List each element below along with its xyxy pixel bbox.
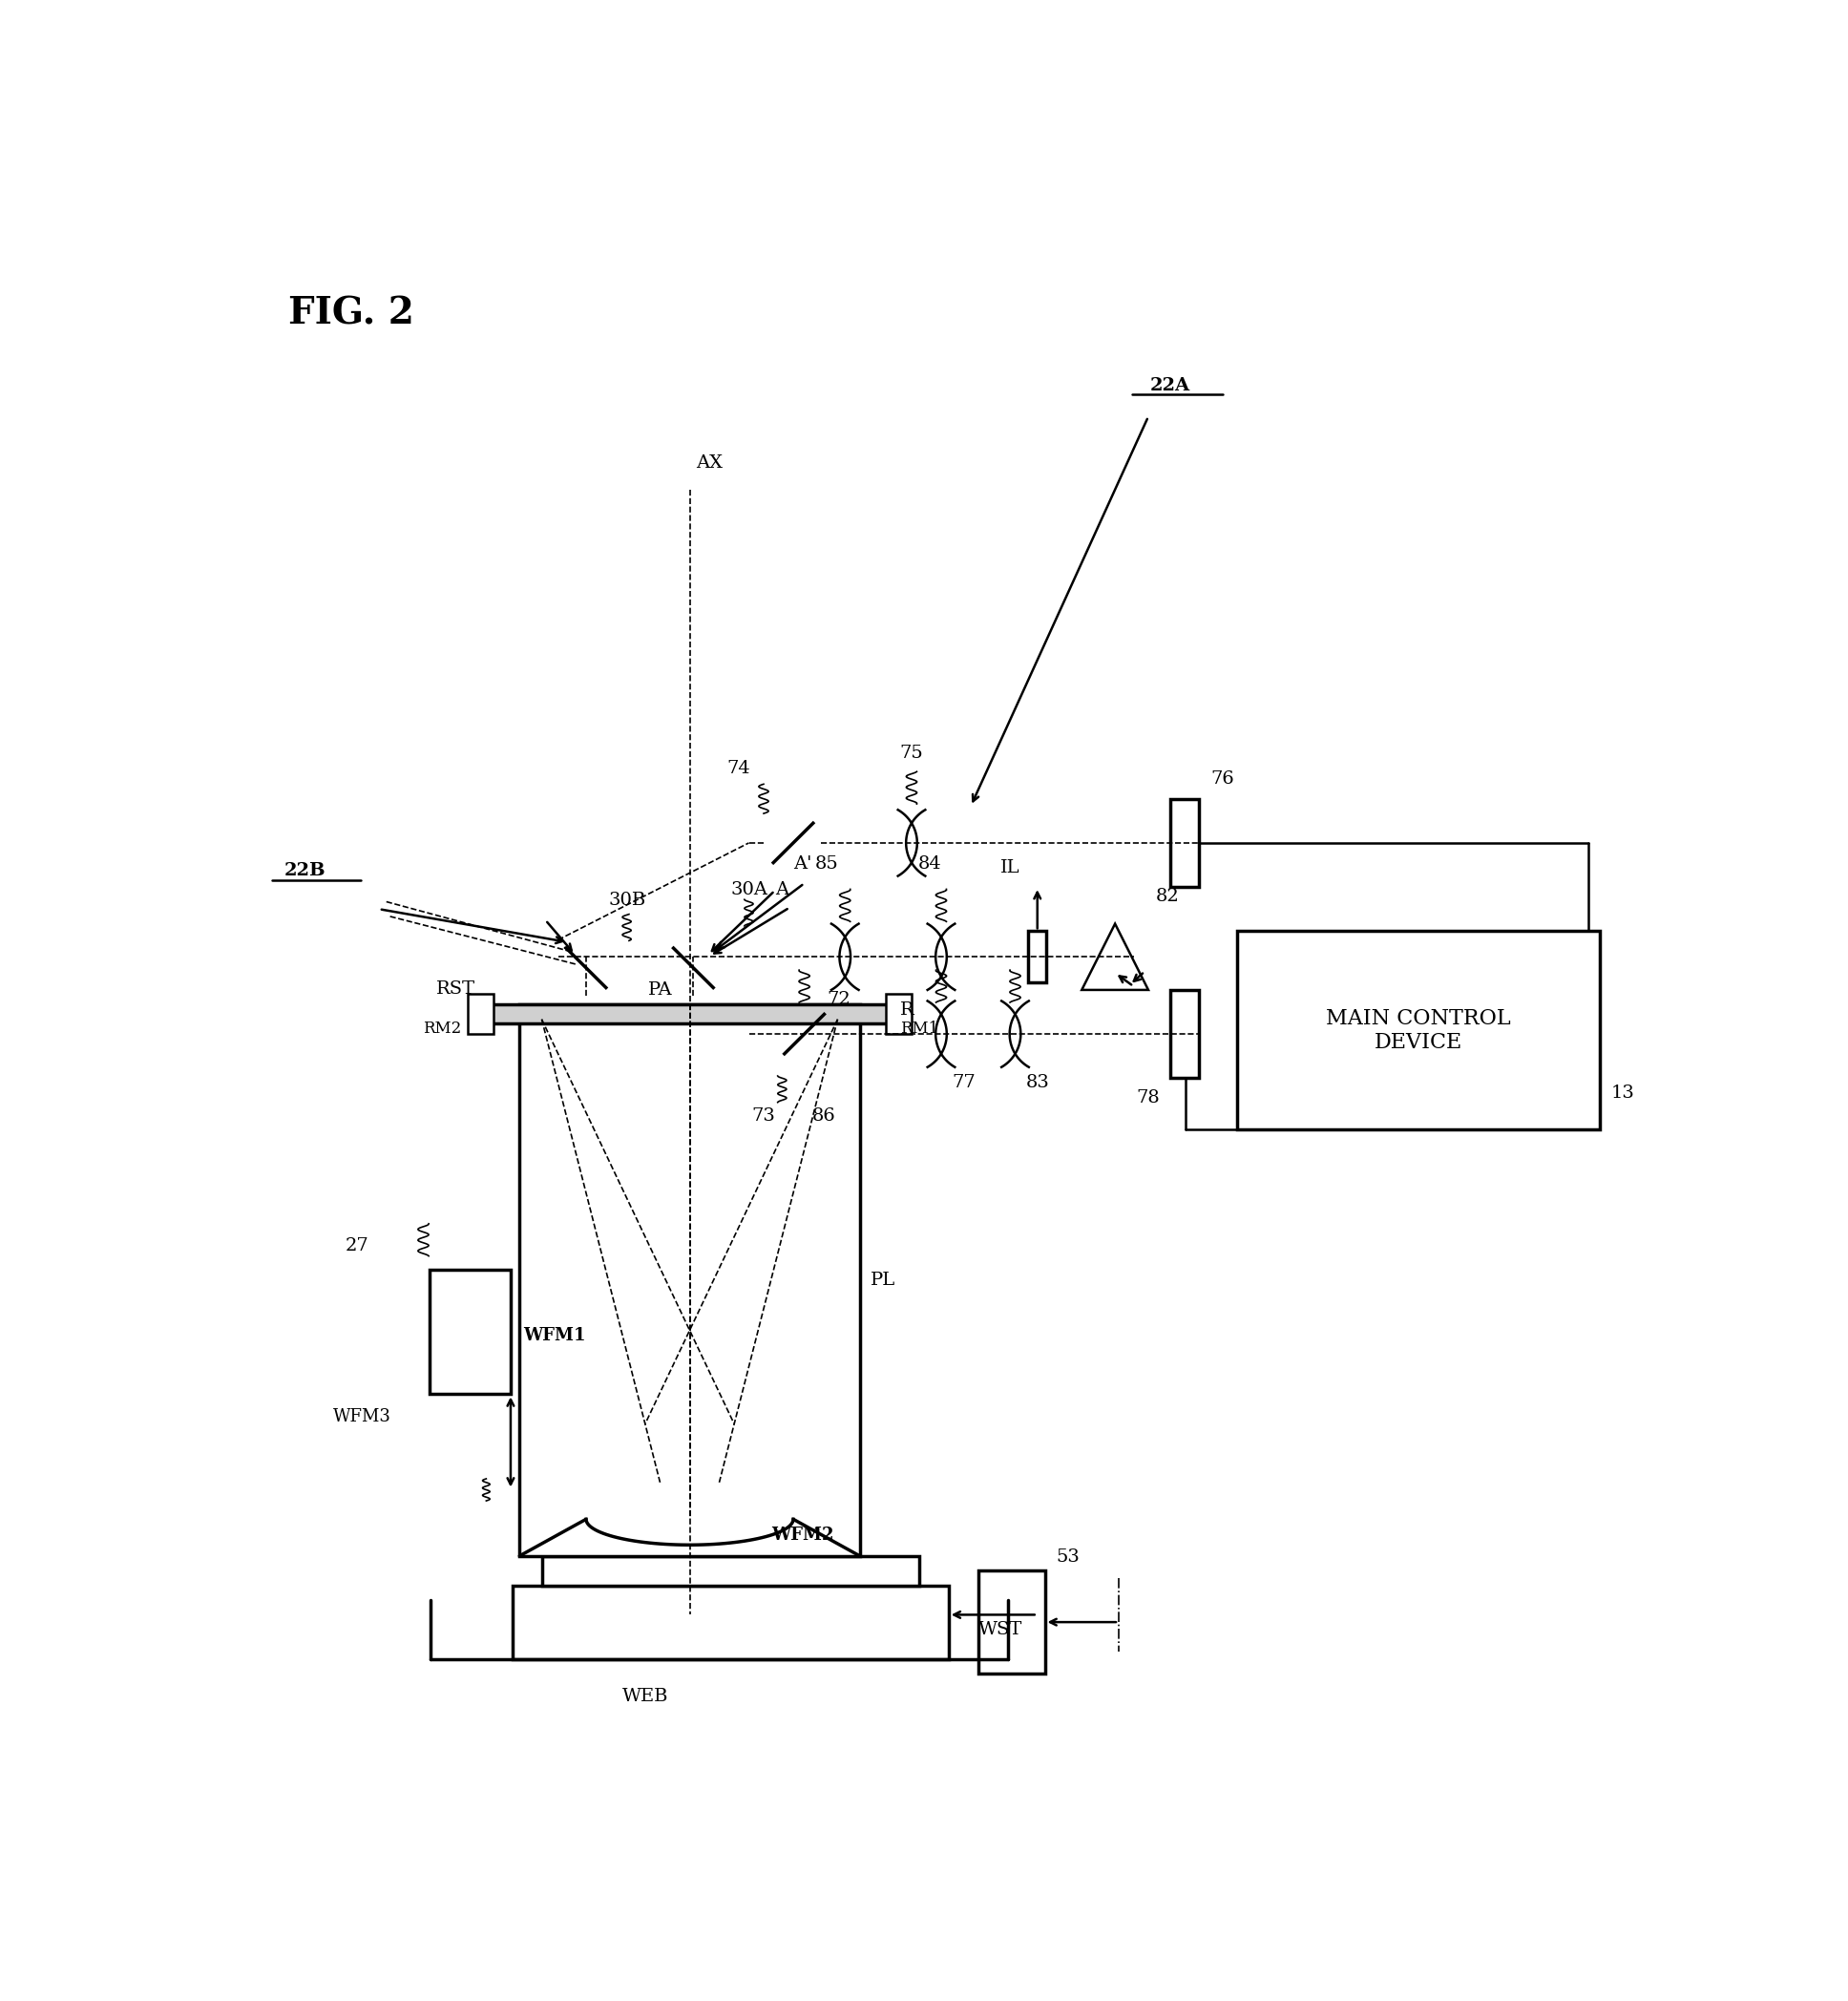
Text: 53: 53 — [1055, 1549, 1079, 1567]
Bar — [429, 1269, 510, 1395]
Text: RST: RST — [436, 980, 475, 996]
Text: 22B: 22B — [285, 862, 325, 880]
Text: WFM2: WFM2 — [771, 1527, 833, 1543]
Text: WEB: WEB — [623, 1689, 669, 1705]
Text: PA: PA — [649, 982, 673, 998]
Text: RM1: RM1 — [900, 1021, 939, 1037]
Text: 27: 27 — [346, 1237, 370, 1255]
Text: 86: 86 — [811, 1107, 835, 1125]
Bar — [519, 1005, 859, 1557]
Text: 22A: 22A — [1151, 378, 1190, 394]
Bar — [1029, 930, 1046, 982]
Text: IL: IL — [1000, 858, 1020, 876]
Text: FIG. 2: FIG. 2 — [288, 296, 414, 332]
Bar — [1170, 990, 1199, 1079]
Text: 77: 77 — [952, 1075, 976, 1093]
Text: 82: 82 — [1155, 888, 1179, 904]
Text: WST: WST — [978, 1621, 1022, 1639]
Polygon shape — [1081, 924, 1148, 990]
Text: WFM3: WFM3 — [333, 1407, 392, 1425]
Bar — [885, 994, 911, 1035]
Text: R: R — [900, 1003, 915, 1019]
Text: PL: PL — [870, 1273, 896, 1289]
Text: MAIN CONTROL
DEVICE: MAIN CONTROL DEVICE — [1325, 1009, 1512, 1053]
Bar — [978, 1571, 1044, 1673]
Text: WFM1: WFM1 — [523, 1327, 586, 1345]
Bar — [486, 1005, 893, 1023]
Bar — [541, 1557, 918, 1585]
Text: 30B: 30B — [608, 892, 645, 908]
Text: 84: 84 — [918, 854, 942, 872]
Bar — [512, 1585, 948, 1659]
Text: 78: 78 — [1137, 1089, 1161, 1107]
Bar — [468, 994, 493, 1035]
Text: A': A' — [793, 854, 811, 872]
Text: 83: 83 — [1026, 1075, 1050, 1093]
Text: 74: 74 — [726, 760, 750, 776]
Text: RM2: RM2 — [423, 1021, 462, 1037]
Text: 73: 73 — [752, 1107, 776, 1125]
Text: 13: 13 — [1611, 1085, 1634, 1101]
Text: 75: 75 — [900, 744, 924, 762]
Bar — [1170, 798, 1199, 886]
Text: A: A — [774, 880, 789, 898]
Text: 76: 76 — [1210, 770, 1234, 788]
Text: AX: AX — [695, 454, 723, 472]
Text: 72: 72 — [826, 990, 850, 1009]
Text: 30A: 30A — [730, 880, 767, 898]
Text: 85: 85 — [815, 854, 839, 872]
Bar — [1236, 930, 1600, 1131]
